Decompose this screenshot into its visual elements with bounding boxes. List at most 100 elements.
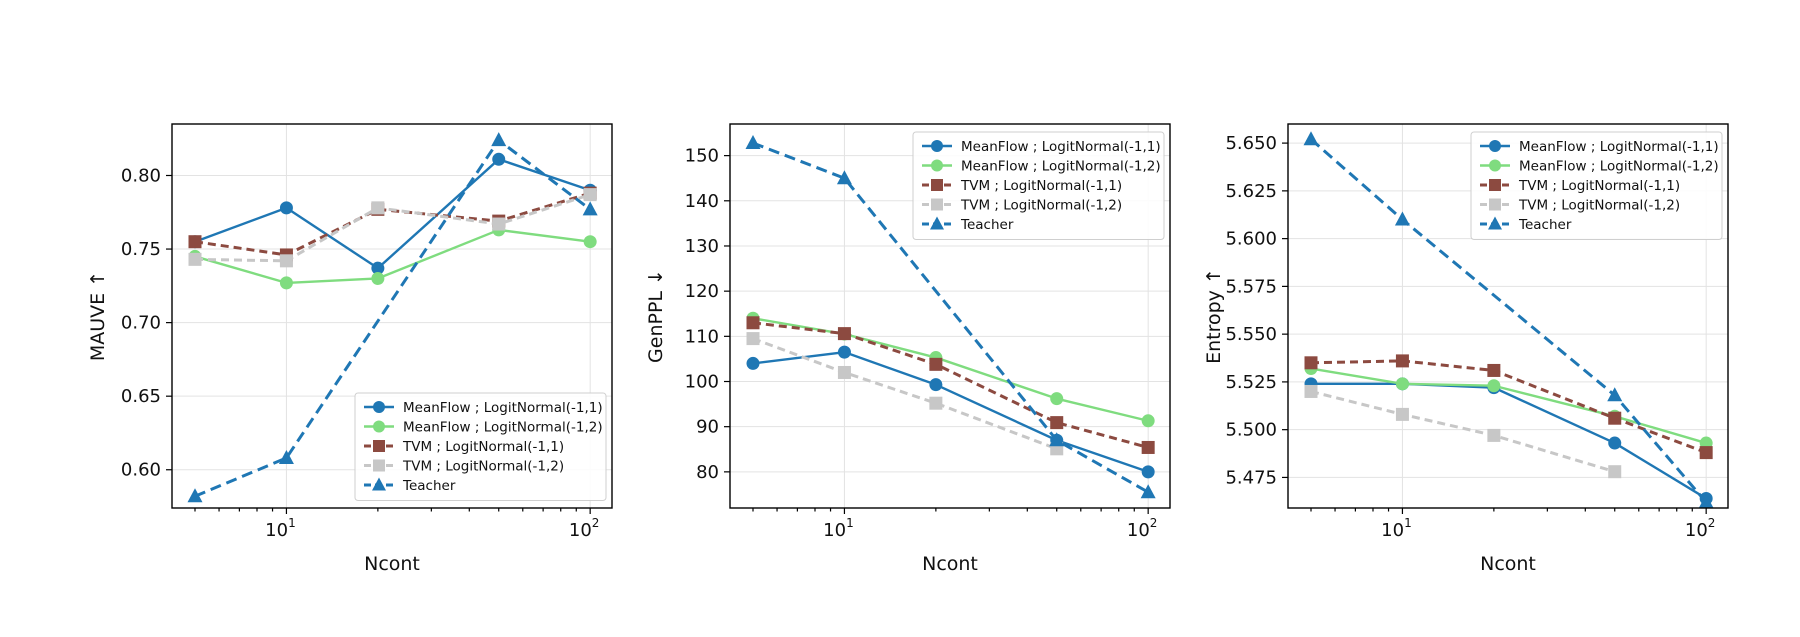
data-point (746, 356, 760, 370)
series-3 (188, 186, 597, 262)
x-tick-base: 10 (1685, 520, 1708, 541)
data-point (279, 276, 293, 290)
legend-entry: TVM ; LogitNormal(-1,2) (364, 459, 564, 475)
legend-entry: TVM ; LogitNormal(-1,1) (922, 178, 1122, 194)
data-point (746, 316, 760, 330)
x-tick-label: 102 (569, 516, 600, 541)
data-point (582, 201, 598, 216)
x-tick-label: 101 (1381, 516, 1412, 541)
x-tick-exp: 1 (846, 516, 854, 530)
legend-entry: TVM ; LogitNormal(-1,2) (922, 198, 1122, 214)
y-tick-label: 80 (696, 462, 719, 483)
legend-marker (1489, 179, 1501, 191)
legend-entry: Teacher (1480, 216, 1572, 233)
y-tick-label: 5.475 (1225, 467, 1277, 488)
y-tick-label: 130 (685, 236, 719, 257)
data-point (837, 365, 851, 379)
legend-entry: MeanFlow ; LogitNormal(-1,2) (922, 159, 1161, 175)
y-tick-label: 110 (685, 326, 719, 347)
legend-marker (1489, 159, 1501, 172)
data-point (1395, 407, 1409, 421)
legend-label: MeanFlow ; LogitNormal(-1,2) (403, 420, 603, 436)
x-tick-label: 102 (1127, 516, 1158, 541)
y-tick-label: 140 (685, 191, 719, 212)
data-point (1608, 411, 1622, 425)
data-point (1141, 440, 1155, 454)
legend-label: MeanFlow ; LogitNormal(-1,2) (1519, 159, 1719, 175)
y-tick-label: 90 (696, 417, 719, 438)
y-axis-title: Entropy ↑ (1203, 268, 1225, 364)
data-point (1303, 131, 1319, 146)
x-tick-exp: 1 (1404, 516, 1412, 530)
data-point (1607, 387, 1623, 402)
data-point (1395, 377, 1409, 391)
data-point (491, 132, 507, 147)
legend-marker (1489, 198, 1501, 211)
y-tick-label: 0.65 (121, 386, 161, 407)
legend: MeanFlow ; LogitNormal(-1,1) MeanFlow ; L… (354, 392, 607, 501)
legend-entry: MeanFlow ; LogitNormal(-1,2) (364, 420, 603, 436)
series-3 (1304, 354, 1713, 460)
x-tick-label: 101 (823, 516, 854, 541)
x-axis-title: Ncont (364, 553, 420, 575)
legend-label: TVM ; LogitNormal(-1,2) (1518, 198, 1680, 214)
plot-frame (1287, 123, 1729, 509)
data-point (1141, 465, 1155, 479)
y-tick-label: 100 (685, 372, 719, 393)
legend-label: MeanFlow ; LogitNormal(-1,1) (1519, 139, 1719, 155)
data-point (492, 217, 506, 231)
y-tick-label: 0.70 (121, 313, 161, 334)
y-tick-label: 0.60 (121, 460, 161, 481)
data-point (279, 201, 293, 215)
legend: MeanFlow ; LogitNormal(-1,1) MeanFlow ; L… (1470, 131, 1723, 240)
y-tick-label: 5.650 (1225, 133, 1277, 154)
legend-marker (373, 459, 385, 472)
legend-box (354, 392, 607, 501)
series-1 (746, 345, 1155, 479)
legend-label: TVM ; LogitNormal(-1,1) (402, 439, 564, 455)
x-tick-label: 102 (1685, 516, 1716, 541)
data-point (583, 188, 597, 202)
legend-entry: MeanFlow ; LogitNormal(-1,1) (922, 139, 1161, 155)
chart-panel-3: 5.475 5.500 5.525 5.550 5.575 5.600 5.625 5.650… (1203, 123, 1729, 575)
data-point (837, 327, 851, 341)
x-tick-base: 10 (265, 520, 288, 541)
series-line (1310, 390, 1616, 474)
x-tick-base: 10 (1381, 520, 1404, 541)
legend-marker (1489, 140, 1501, 152)
series-line (752, 321, 1149, 449)
legend: MeanFlow ; LogitNormal(-1,1) MeanFlow ; L… (912, 131, 1165, 240)
series-line (194, 138, 592, 498)
data-point (371, 201, 385, 215)
legend-marker (931, 140, 943, 152)
legend-marker (373, 440, 385, 452)
x-tick-base: 10 (1127, 520, 1150, 541)
x-axis-title: Ncont (922, 553, 978, 575)
legend-entry: Teacher (922, 216, 1014, 233)
plot-frame (171, 123, 613, 509)
series-1 (1304, 377, 1713, 505)
data-point (188, 235, 202, 249)
data-point (371, 271, 385, 285)
legend-entry: MeanFlow ; LogitNormal(-1,2) (1480, 159, 1719, 175)
legend-marker (1488, 216, 1502, 230)
data-point (1304, 356, 1318, 370)
legend-marker (930, 216, 944, 230)
data-point (1050, 392, 1064, 406)
legend-box (1470, 131, 1723, 240)
data-point (1395, 354, 1409, 368)
legend-label: Teacher (402, 478, 456, 494)
data-point (187, 488, 203, 503)
legend-marker (931, 159, 943, 172)
y-tick-label: 0.75 (121, 239, 161, 260)
data-point (188, 252, 202, 266)
x-tick-exp: 2 (592, 516, 600, 530)
data-point (1608, 436, 1622, 450)
y-tick-label: 5.500 (1225, 420, 1277, 441)
data-point (1394, 211, 1410, 226)
x-tick-label: 101 (265, 516, 296, 541)
data-point (745, 134, 761, 149)
series-3 (746, 316, 1155, 454)
data-point (1140, 484, 1156, 499)
